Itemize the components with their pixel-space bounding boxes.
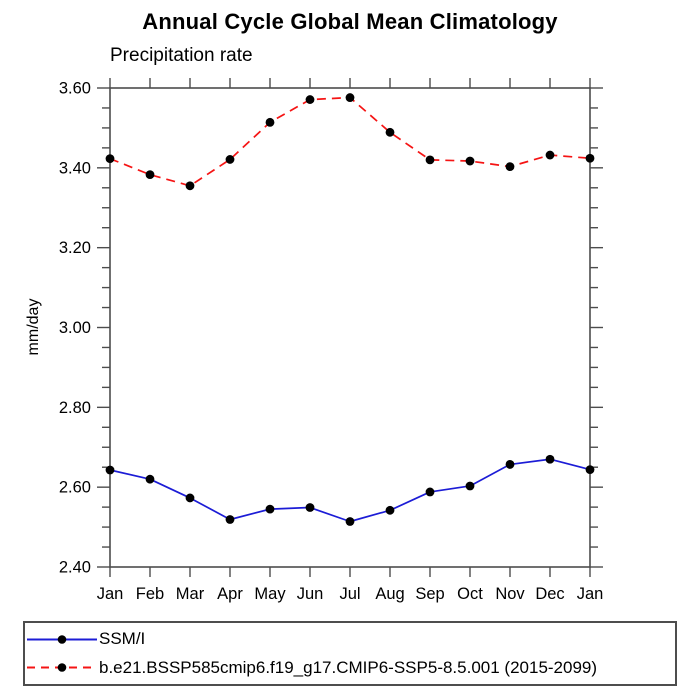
data-point-marker-ssmi bbox=[505, 460, 515, 469]
data-point-marker-model bbox=[465, 156, 475, 166]
data-point-marker-model bbox=[225, 155, 235, 164]
y-tick-label: 3.20 bbox=[59, 239, 91, 257]
legend: SSM/I b.e21.BSSP585cmip6.f19_g17.CMIP6-S… bbox=[23, 621, 677, 686]
data-point-marker-model bbox=[265, 117, 275, 127]
x-axis-ticks: Jan Feb Mar Apr May Jun Jul Aug Sep Oct Nov Dec Jan bbox=[97, 78, 604, 603]
series-line-ssmi bbox=[109, 458, 591, 523]
data-point-marker-ssmi bbox=[465, 481, 475, 491]
y-tick-label: 3.40 bbox=[59, 159, 91, 177]
data-point-marker-model bbox=[385, 127, 395, 137]
y-tick-label: 3.00 bbox=[59, 319, 91, 337]
legend-label-model: b.e21.BSSP585cmip6.f19_g17.CMIP6-SSP5-8.… bbox=[99, 657, 598, 677]
data-point-marker-model bbox=[105, 154, 115, 164]
legend-marker-dot-icon bbox=[57, 635, 67, 644]
y-tick-label: 2.60 bbox=[59, 479, 91, 497]
data-point-marker-model bbox=[305, 95, 315, 104]
legend-marker-dot-icon bbox=[57, 663, 67, 672]
x-tick-label: Apr bbox=[217, 585, 243, 603]
x-tick-label: Jun bbox=[297, 585, 324, 603]
data-point-marker-ssmi bbox=[225, 515, 235, 524]
x-tick-label: Mar bbox=[176, 585, 205, 603]
data-point-marker-ssmi bbox=[105, 465, 115, 475]
data-point-marker-ssmi bbox=[585, 465, 595, 475]
y-axis-ticks: 2.40 2.60 2.80 3.00 3.20 3.40 3.60 bbox=[59, 80, 603, 577]
x-tick-label: Dec bbox=[535, 585, 564, 603]
data-point-marker-ssmi bbox=[425, 487, 435, 497]
legend-item-ssmi: SSM/I bbox=[27, 627, 675, 651]
x-tick-label: Jan bbox=[97, 585, 124, 603]
y-tick-label: 3.60 bbox=[59, 80, 91, 98]
data-point-marker-ssmi bbox=[185, 493, 195, 503]
series-ssmi bbox=[105, 454, 595, 526]
data-point-marker-model bbox=[345, 93, 355, 102]
data-point-marker-model bbox=[425, 155, 435, 165]
x-tick-label: Nov bbox=[495, 585, 525, 603]
y-tick-label: 2.80 bbox=[59, 399, 91, 417]
plot-frame bbox=[109, 87, 591, 568]
legend-item-model: b.e21.BSSP585cmip6.f19_g17.CMIP6-SSP5-8.… bbox=[27, 656, 675, 680]
data-point-marker-model bbox=[145, 170, 155, 180]
x-tick-label: Aug bbox=[375, 585, 404, 603]
data-point-marker-ssmi bbox=[145, 474, 155, 484]
x-tick-label: Oct bbox=[457, 585, 483, 603]
legend-line-sample-dashed bbox=[27, 663, 97, 672]
data-point-marker-model bbox=[545, 150, 555, 160]
data-point-marker-ssmi bbox=[385, 505, 395, 515]
series-model bbox=[105, 93, 595, 191]
chart-subtitle: Precipitation rate bbox=[110, 45, 253, 66]
data-point-marker-model bbox=[185, 181, 195, 191]
x-tick-label: Feb bbox=[136, 585, 164, 603]
data-point-marker-ssmi bbox=[265, 504, 275, 514]
data-point-marker-ssmi bbox=[545, 454, 555, 464]
series-line-model bbox=[109, 96, 591, 187]
y-tick-label: 2.40 bbox=[59, 559, 91, 577]
chart-title: Annual Cycle Global Mean Climatology bbox=[142, 9, 558, 34]
data-point-marker-model bbox=[505, 162, 515, 172]
x-tick-label: Sep bbox=[415, 585, 444, 603]
x-tick-label: Jan bbox=[577, 585, 604, 603]
x-tick-label: May bbox=[254, 585, 286, 603]
data-point-marker-ssmi bbox=[345, 517, 355, 526]
x-tick-label: Jul bbox=[339, 585, 360, 603]
data-point-marker-ssmi bbox=[305, 503, 315, 512]
legend-line-sample-solid bbox=[27, 635, 97, 644]
legend-label-ssmi: SSM/I bbox=[99, 629, 146, 649]
data-point-marker-model bbox=[585, 153, 595, 163]
